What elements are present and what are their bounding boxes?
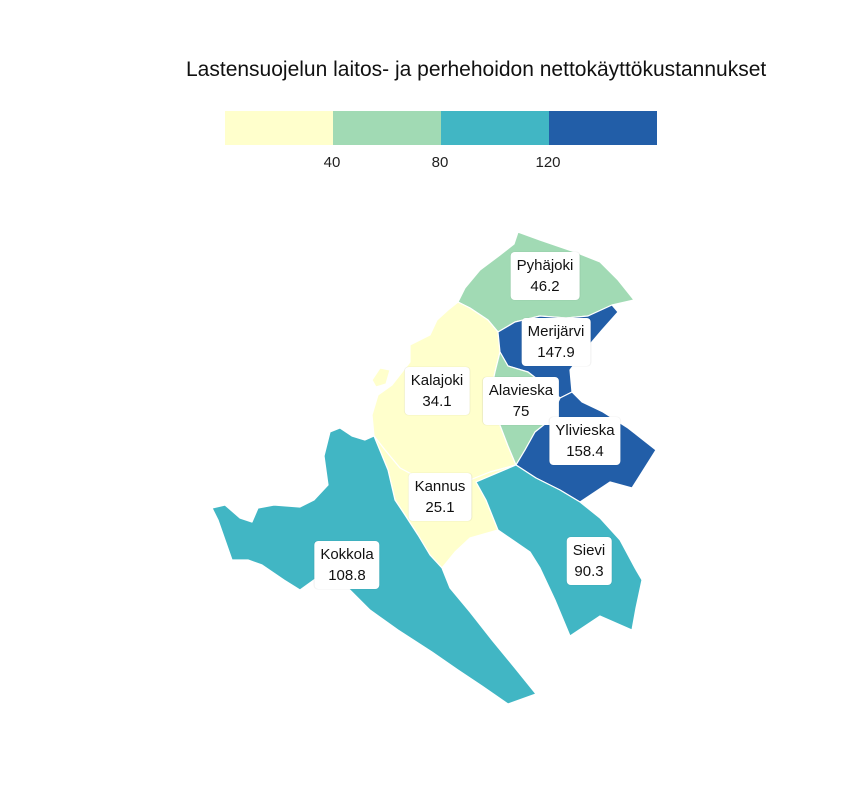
region-label-pyhajoki: Pyhäjoki 46.2 bbox=[510, 252, 580, 300]
region-name: Alavieska bbox=[488, 382, 554, 399]
region-value: 34.1 bbox=[422, 393, 452, 410]
region-name: Pyhäjoki bbox=[516, 257, 574, 274]
region-value: 147.9 bbox=[537, 344, 575, 361]
region-label-alavieska: Alavieska 75 bbox=[482, 377, 560, 425]
region-name: Kokkola bbox=[320, 546, 374, 563]
legend-swatch-1 bbox=[225, 111, 333, 145]
region-kalajoki-islet bbox=[371, 367, 391, 388]
legend-swatch-4 bbox=[549, 111, 657, 145]
region-label-merijarvi: Merijärvi 147.9 bbox=[521, 318, 591, 366]
color-legend bbox=[225, 111, 657, 145]
region-label-kokkola: Kokkola 108.8 bbox=[314, 541, 380, 589]
legend-tick: 80 bbox=[431, 154, 449, 171]
map-title: Lastensuojelun laitos- ja perhehoidon ne… bbox=[186, 58, 767, 81]
region-name: Ylivieska bbox=[555, 422, 615, 439]
region-name: Merijärvi bbox=[527, 323, 585, 340]
region-label-kannus: Kannus 25.1 bbox=[408, 473, 472, 521]
region-value: 158.4 bbox=[566, 443, 604, 460]
region-label-ylivieska: Ylivieska 158.4 bbox=[549, 417, 621, 465]
legend-swatch-2 bbox=[333, 111, 441, 145]
region-name: Kannus bbox=[414, 478, 466, 495]
legend-tick: 120 bbox=[535, 154, 561, 171]
region-sievi[interactable] bbox=[475, 464, 643, 637]
region-value: 108.8 bbox=[328, 567, 366, 584]
region-name: Sievi bbox=[572, 542, 606, 559]
region-label-kalajoki: Kalajoki 34.1 bbox=[404, 367, 470, 415]
legend-tick: 40 bbox=[323, 154, 341, 171]
region-value: 25.1 bbox=[425, 499, 455, 516]
region-value: 75 bbox=[512, 403, 530, 420]
region-value: 90.3 bbox=[574, 563, 604, 580]
region-name: Kalajoki bbox=[410, 372, 464, 389]
region-value: 46.2 bbox=[530, 278, 560, 295]
legend-swatch-3 bbox=[441, 111, 549, 145]
region-label-sievi: Sievi 90.3 bbox=[566, 537, 612, 585]
